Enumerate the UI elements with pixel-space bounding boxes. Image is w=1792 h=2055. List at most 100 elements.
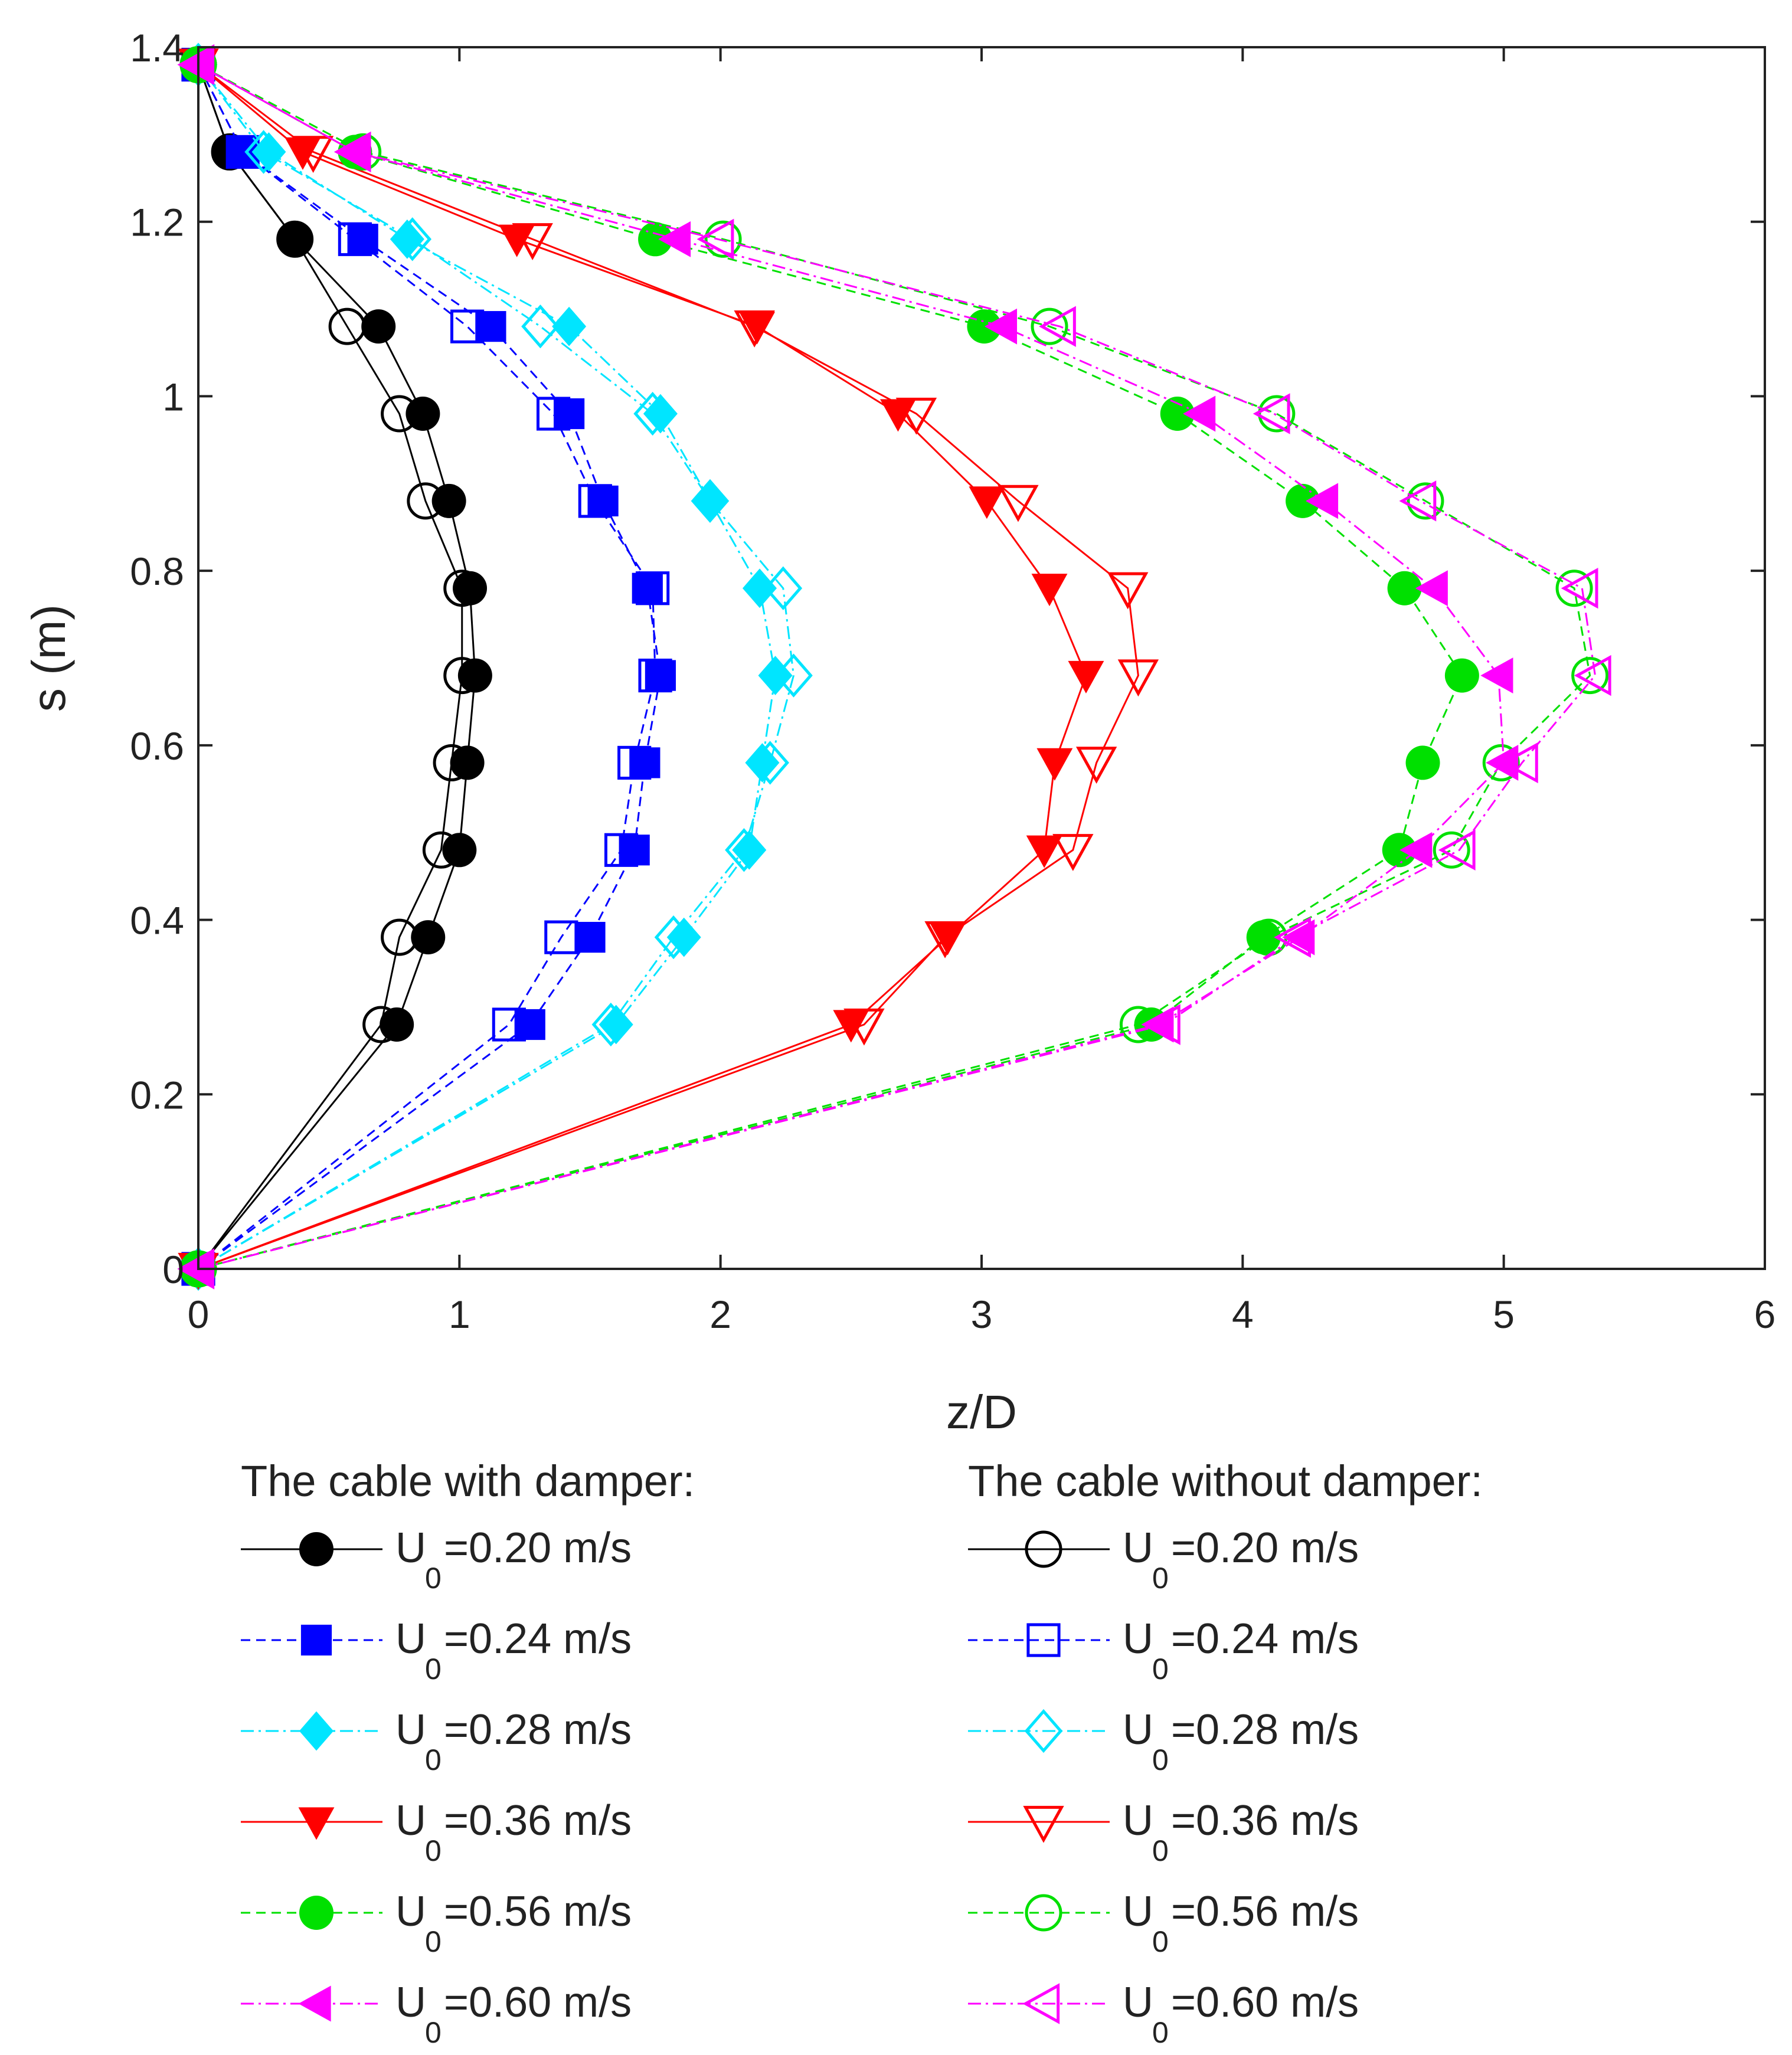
series-line-with-0.56	[198, 64, 1463, 1270]
point-without-0.20	[362, 1006, 400, 1043]
point-with-0.28	[692, 481, 727, 521]
point-with-0.28	[732, 830, 767, 870]
legend-label-main: U	[395, 1615, 426, 1663]
legend-entry-without-0.24: U0=0.24 m/s	[968, 1615, 1359, 1686]
legend-swatch-marker	[1025, 1894, 1062, 1932]
series-without-0.56	[179, 46, 1609, 1288]
series-line-without-0.20	[197, 64, 463, 1269]
point-without-0.36	[1052, 834, 1094, 871]
point-without-0.20	[328, 307, 366, 345]
legend-swatch-marker	[1022, 1983, 1060, 2024]
point-without-0.20	[381, 395, 418, 433]
legend-label-rest: =0.56 m/s	[444, 1888, 632, 1935]
series-line-without-0.60	[198, 64, 1597, 1270]
point-without-0.28	[393, 217, 432, 261]
point-with-0.36	[1026, 835, 1062, 868]
y-tick-label: 1.2	[130, 201, 184, 244]
point-with-0.56	[1405, 745, 1440, 780]
legend-entry-without-0.20: U0=0.20 m/s	[968, 1524, 1359, 1595]
point-without-0.36	[1075, 747, 1117, 784]
point-without-0.24	[450, 309, 485, 343]
series-with-0.24	[182, 49, 676, 1285]
point-without-0.56	[1407, 482, 1444, 520]
legend-entry-with-0.28: U0=0.28 m/s	[241, 1706, 632, 1776]
series-without-0.28	[179, 42, 813, 1291]
point-without-0.56	[704, 220, 742, 258]
point-with-0.60	[1183, 395, 1216, 432]
legend-swatch-marker	[299, 1896, 333, 1930]
legend-label-main: U	[395, 1979, 426, 2026]
point-with-0.60	[1415, 570, 1448, 607]
x-tick-label: 2	[709, 1292, 731, 1336]
legend-label-sub: 0	[1152, 1834, 1169, 1867]
point-without-0.20	[276, 220, 314, 258]
point-without-0.28	[654, 915, 693, 960]
point-without-0.36	[1107, 572, 1149, 610]
point-without-0.60	[1143, 1004, 1181, 1045]
series-without-0.20	[179, 46, 481, 1288]
point-without-0.20	[422, 831, 460, 869]
point-without-0.60	[696, 218, 734, 260]
point-without-0.36	[512, 223, 553, 260]
point-without-0.60	[1501, 742, 1538, 784]
point-with-0.28	[666, 917, 701, 957]
legend-label-main: U	[1123, 1797, 1153, 1844]
legend-swatch-marker	[299, 1711, 333, 1751]
point-with-0.60	[180, 1251, 213, 1287]
point-without-0.56	[1031, 307, 1068, 345]
point-with-0.36	[833, 1010, 869, 1043]
point-with-0.28	[599, 1004, 633, 1045]
point-with-0.56	[967, 309, 1002, 344]
point-without-0.24	[638, 658, 672, 693]
point-with-0.60	[1480, 657, 1513, 694]
point-with-0.56	[1382, 833, 1417, 868]
point-with-0.20	[361, 309, 396, 344]
legend-entry-with-0.20: U0=0.20 m/s	[241, 1524, 632, 1595]
legend: The cable with damper: The cable without …	[241, 1457, 1483, 2049]
point-without-0.56	[1258, 395, 1296, 433]
point-with-0.36	[969, 486, 1005, 519]
legend-label-sub: 0	[425, 1834, 442, 1867]
legend-swatch-marker	[1026, 1623, 1061, 1657]
point-without-0.60	[1253, 393, 1290, 434]
point-with-0.24	[587, 485, 619, 516]
point-with-0.36	[880, 399, 916, 432]
point-with-0.60	[180, 47, 213, 83]
legend-label-sub: 0	[1152, 2016, 1169, 2049]
point-with-0.60	[658, 221, 691, 257]
series-with-0.20	[181, 47, 492, 1286]
legend-label-rest: =0.20 m/s	[444, 1524, 632, 1572]
legend-entry-with-0.24: U0=0.24 m/s	[241, 1615, 632, 1686]
legend-label-rest: =0.60 m/s	[1171, 1979, 1359, 2026]
point-without-0.56	[1555, 570, 1593, 607]
series-line-without-0.24	[197, 64, 656, 1270]
x-tick-label: 1	[449, 1292, 470, 1336]
x-tick-label: 0	[188, 1292, 210, 1336]
series-layer	[177, 42, 1611, 1291]
series-line-without-0.56	[198, 64, 1591, 1270]
point-without-0.60	[1274, 917, 1311, 958]
point-without-0.20	[443, 570, 481, 607]
point-with-0.28	[745, 743, 780, 783]
y-tick-label: 0	[162, 1248, 184, 1291]
x-axis-title: z/D	[946, 1386, 1017, 1438]
legend-entry-with-0.36: U0=0.36 m/s	[241, 1797, 632, 1867]
legend-label-main: U	[395, 1706, 426, 1753]
point-without-0.60	[1438, 829, 1476, 871]
legend-swatch-marker	[298, 1985, 331, 2022]
point-without-0.28	[725, 828, 763, 872]
series-line-without-0.36	[198, 64, 1139, 1270]
point-with-0.36	[499, 224, 535, 257]
series-line-without-0.28	[197, 64, 795, 1270]
series-with-0.60	[180, 47, 1519, 1287]
x-tick-label: 4	[1232, 1292, 1254, 1336]
point-with-0.56	[1286, 483, 1320, 518]
y-tick-label: 0.6	[130, 724, 184, 768]
point-without-0.60	[1574, 655, 1611, 696]
point-without-0.20	[433, 744, 470, 781]
point-without-0.28	[774, 653, 813, 698]
point-without-0.60	[177, 44, 215, 86]
legend-entry-with-0.60: U0=0.60 m/s	[241, 1979, 632, 2049]
point-with-0.28	[552, 306, 587, 346]
